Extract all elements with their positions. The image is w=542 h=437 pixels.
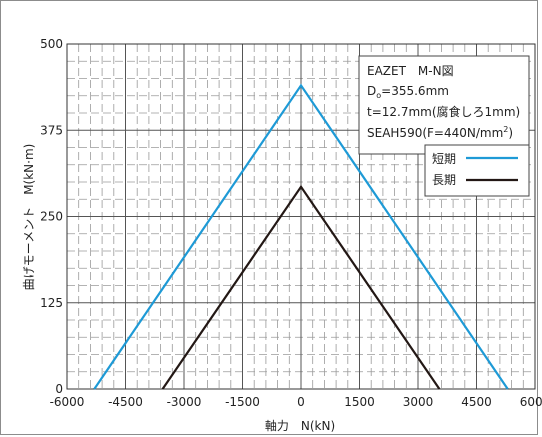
y-axis-label: 曲げモーメント M(kN·m) [22,144,36,291]
x-tick-label: 6000 [520,395,542,409]
x-tick-label: 0 [297,395,305,409]
x-tick-label: -6000 [50,395,85,409]
legend-label-long: 長期 [432,173,456,187]
plot-border [66,43,536,390]
y-tick-label: 125 [40,296,63,310]
legend-label-short: 短期 [432,152,456,166]
series-line-long-term [161,184,441,390]
x-tick-labels: -6000 -4500 -3000 -1500 0 1500 3000 4500 6000 [50,395,542,409]
y-tick-label: 0 [55,382,63,396]
series-line-short-term [93,83,509,390]
series-group [93,83,509,390]
y-tick-label: 500 [40,37,63,51]
info-diameter: Do=355.6mm [367,84,449,100]
y-tick-label: 250 [40,210,63,224]
y-tick-labels: 0 125 250 375 500 [40,37,63,396]
info-material: SEAH590(F=440N/mm2) [367,125,513,140]
x-tick-label: -1500 [225,395,260,409]
x-tick-label: -4500 [108,395,143,409]
x-tick-label: 4500 [461,395,492,409]
x-tick-label: 3000 [403,395,434,409]
x-tick-label: 1500 [344,395,375,409]
info-box: EAZET M-N図 Do=355.6mm t=12.7mm(腐食しろ1mm) … [358,55,530,155]
legend: 短期 長期 [424,144,530,197]
x-tick-label: -3000 [167,395,202,409]
info-thickness: t=12.7mm(腐食しろ1mm) [367,104,520,119]
info-title: EAZET M-N図 [367,64,454,78]
y-tick-label: 375 [40,123,63,137]
x-axis-label: 軸力 N(kN) [265,419,335,433]
